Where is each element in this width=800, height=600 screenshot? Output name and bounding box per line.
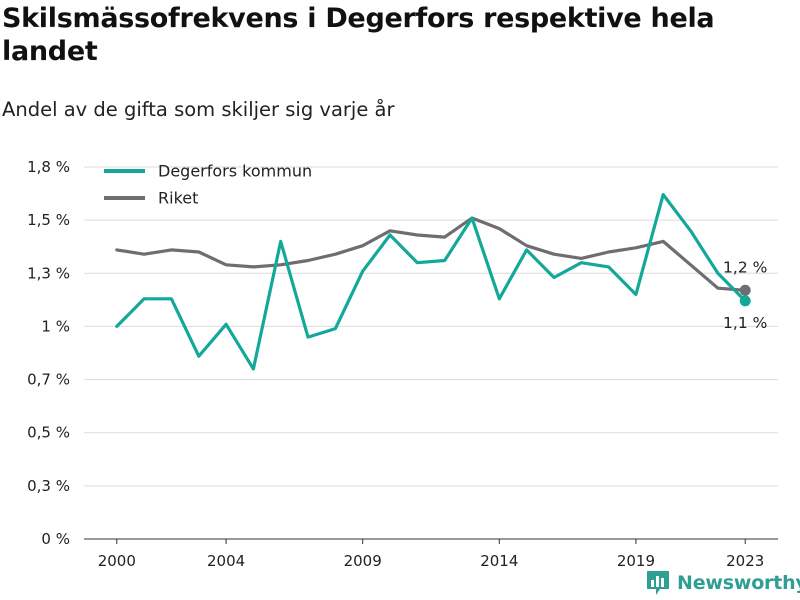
y-axis: 0 % 0,3 % 0,5 % 0,7 % 1 % 1,3 % 1,5 % 1,8 % xyxy=(27,158,70,548)
legend-label: Riket xyxy=(158,189,198,208)
x-tick-label: 2014 xyxy=(480,552,518,570)
series-line-riket xyxy=(115,216,747,292)
y-tick-label: 0,7 % xyxy=(27,371,70,389)
legend-label: Degerfors kommun xyxy=(158,162,312,181)
y-tick-label: 1,5 % xyxy=(27,211,70,229)
x-tick-label: 2004 xyxy=(207,552,245,570)
y-tick-label: 0 % xyxy=(41,530,70,548)
end-value-label: 1,2 % xyxy=(723,258,767,276)
y-tick-label: 1,3 % xyxy=(27,264,70,282)
chart-title: Skilsmässofrekvens i Degerfors respektiv… xyxy=(2,3,715,67)
newsworthy-chart-icon xyxy=(647,571,669,595)
series-line-degerfors xyxy=(115,193,747,371)
y-tick-label: 0,5 % xyxy=(27,424,70,442)
x-tick-label: 2009 xyxy=(344,552,382,570)
end-point-degerfors xyxy=(739,295,751,307)
x-tick-label: 2000 xyxy=(98,552,136,570)
x-tick-label: 2023 xyxy=(726,552,764,570)
y-tick-label: 1,8 % xyxy=(27,158,70,176)
y-tick-label: 0,3 % xyxy=(27,477,70,495)
end-points: 1,1 % 1,2 % xyxy=(723,258,767,332)
y-tick-label: 1 % xyxy=(41,317,70,335)
x-axis: 2000 2004 2009 2014 2019 2023 xyxy=(84,538,778,570)
gridlines xyxy=(84,166,778,540)
end-point-riket xyxy=(739,284,751,296)
brand-name: Newsworthy xyxy=(677,572,800,594)
newsworthy-logo: Newsworthy xyxy=(645,568,800,598)
end-value-label: 1,1 % xyxy=(723,314,767,332)
series-lines xyxy=(115,193,747,371)
x-tick-label: 2019 xyxy=(617,552,655,570)
chart-subtitle: Andel av de gifta som skiljer sig varje … xyxy=(2,98,395,121)
legend: Degerfors kommun Riket xyxy=(104,162,312,208)
